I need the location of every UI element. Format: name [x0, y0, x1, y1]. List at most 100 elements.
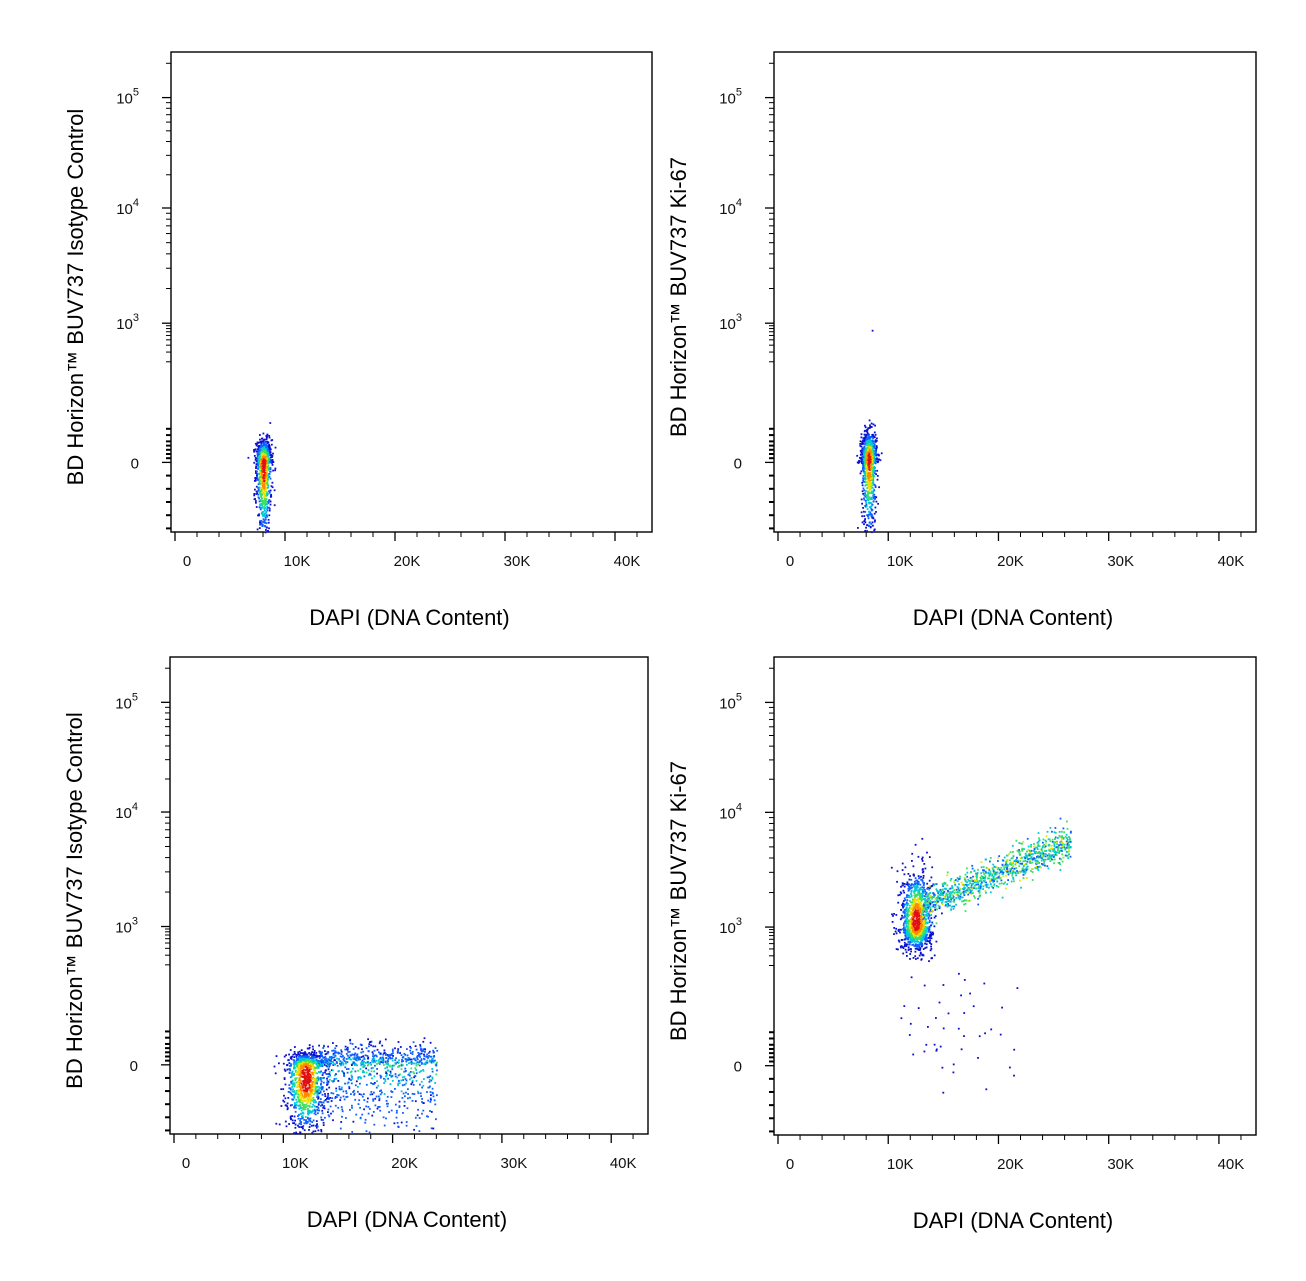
event-point	[305, 1082, 308, 1085]
event-point	[257, 488, 260, 490]
event-point	[335, 1045, 338, 1047]
event-point	[329, 1105, 332, 1108]
event-point	[919, 938, 922, 940]
event-point	[917, 945, 920, 947]
event-point	[312, 1058, 315, 1061]
event-point	[329, 1057, 331, 1060]
event-point	[261, 458, 263, 460]
event-point	[257, 478, 259, 481]
event-point	[930, 945, 932, 948]
event-point	[262, 471, 265, 473]
event-point	[864, 471, 867, 473]
event-point	[374, 1061, 377, 1064]
event-point	[379, 1109, 382, 1112]
event-point	[902, 931, 905, 934]
event-point	[383, 1064, 385, 1066]
event-point	[301, 1059, 304, 1062]
event-point	[314, 1071, 317, 1074]
event-point	[864, 478, 866, 481]
event-point	[308, 1089, 311, 1091]
event-point	[903, 922, 905, 925]
event-point	[874, 486, 877, 488]
event-point	[875, 473, 877, 476]
event-point	[316, 1080, 319, 1082]
event-point	[866, 449, 869, 452]
event-point	[295, 1089, 298, 1092]
event-point	[260, 461, 263, 464]
event-point	[868, 501, 870, 504]
event-point	[319, 1062, 321, 1065]
event-point	[412, 1057, 415, 1060]
event-point	[321, 1112, 324, 1115]
event-point	[305, 1068, 308, 1070]
event-point	[306, 1097, 309, 1100]
event-point	[932, 883, 935, 886]
event-point	[921, 939, 924, 942]
event-point	[870, 523, 873, 525]
event-point	[300, 1061, 303, 1063]
event-point	[431, 1058, 433, 1061]
event-point	[266, 508, 268, 510]
event-point	[387, 1102, 389, 1105]
event-point	[278, 1123, 281, 1126]
event-point	[400, 1068, 403, 1071]
event-point	[370, 1044, 372, 1047]
event-point	[308, 1129, 310, 1131]
event-point	[331, 1097, 334, 1099]
event-point	[436, 1069, 438, 1072]
event-point	[398, 1100, 401, 1103]
event-point	[385, 1070, 387, 1073]
event-point	[367, 1063, 370, 1065]
event-point	[256, 477, 258, 480]
event-point	[923, 922, 925, 924]
event-point	[369, 1093, 372, 1096]
event-point	[895, 927, 898, 930]
event-point	[320, 1070, 322, 1073]
event-point	[283, 1100, 286, 1103]
event-point	[404, 1095, 406, 1098]
event-point	[341, 1070, 344, 1073]
event-point	[357, 1076, 360, 1079]
event-point	[324, 1056, 327, 1058]
event-point	[898, 894, 901, 896]
event-point	[368, 1131, 371, 1134]
event-point	[297, 1051, 300, 1054]
event-point	[312, 1048, 314, 1051]
event-point	[872, 443, 875, 446]
event-point	[268, 491, 271, 494]
event-point	[306, 1089, 309, 1092]
event-point	[287, 1059, 290, 1061]
event-point	[321, 1058, 323, 1061]
event-point	[911, 938, 913, 940]
event-point	[405, 1079, 408, 1082]
event-point	[866, 437, 869, 439]
event-point	[271, 464, 274, 466]
event-point	[314, 1088, 317, 1090]
event-point	[316, 1094, 319, 1097]
event-point	[387, 1054, 390, 1057]
event-point	[394, 1062, 397, 1064]
event-point	[310, 1052, 313, 1055]
event-point	[866, 514, 868, 516]
y-axis-title: BD Horizon™ BUV737 Isotype Control	[63, 109, 88, 486]
event-point	[409, 1096, 411, 1099]
event-point	[378, 1099, 381, 1102]
event-point	[871, 486, 874, 489]
event-point	[299, 1118, 302, 1120]
event-point	[372, 1098, 374, 1101]
event-point	[362, 1058, 365, 1061]
event-point	[870, 505, 873, 507]
x-tick-label: 40K	[614, 553, 641, 570]
event-point	[311, 1085, 314, 1088]
event-point	[870, 464, 872, 467]
event-point	[267, 521, 270, 524]
event-point	[340, 1049, 343, 1052]
event-point	[856, 461, 859, 464]
event-point	[297, 1115, 299, 1117]
event-point	[373, 1055, 375, 1058]
event-point	[317, 1097, 320, 1100]
event-point	[929, 887, 931, 889]
event-point	[866, 438, 868, 441]
event-point	[264, 509, 266, 512]
event-point	[308, 1063, 311, 1065]
